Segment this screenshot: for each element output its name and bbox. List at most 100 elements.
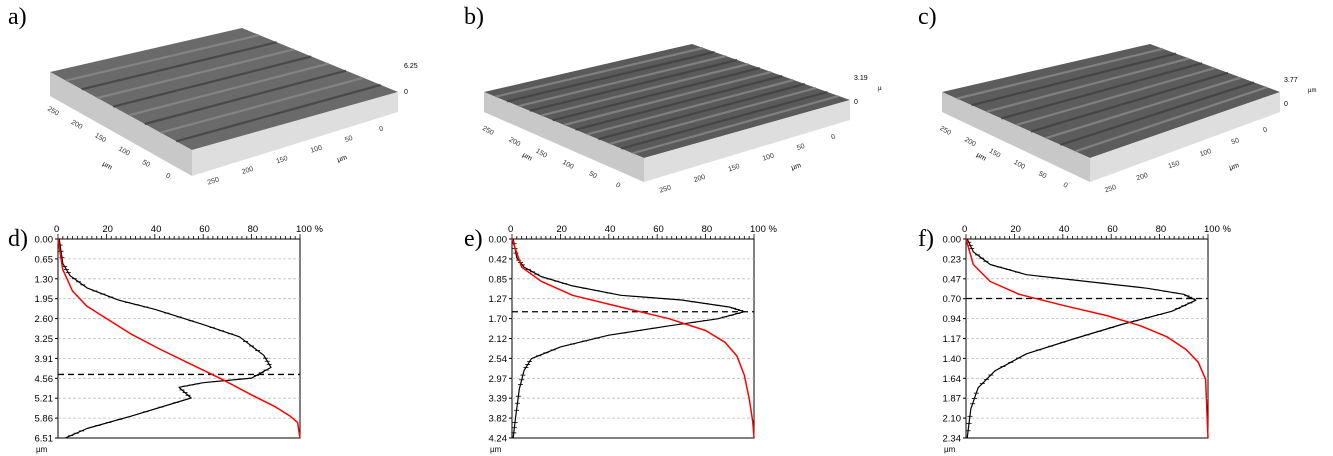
surface-plot-c: 3.77 µm 0 250 200 150 100 50 0 250 200 150 100 50…	[938, 44, 1316, 194]
surface-left-wall	[484, 92, 644, 182]
y-tick-label: 250	[659, 184, 672, 194]
y-axis-unit: µm	[1228, 162, 1240, 172]
surface-ridge	[112, 55, 312, 108]
y-tick-label: 200	[1136, 172, 1149, 182]
y-tick-label: 100	[762, 152, 775, 162]
x-axis-ticks: 250 200 150 100 50 0	[46, 106, 171, 181]
x-axis-unit: µm	[521, 152, 533, 163]
surface-ridge	[81, 41, 277, 91]
panel-label-a: a)	[8, 4, 27, 30]
y-tick-label: 0.94	[943, 314, 962, 325]
surface-ridge	[518, 54, 727, 108]
y-axis-unit: µm	[36, 445, 48, 454]
x-tick-label: 250	[46, 106, 60, 118]
y-tick-label: 0	[1262, 126, 1268, 134]
y-tick-label: 1.70	[489, 314, 508, 325]
y-tick-label: 0.23	[943, 254, 962, 265]
y-tick-label: 250	[207, 176, 220, 186]
y-tick-label: 2.12	[489, 334, 508, 345]
x-axis-ticks: 250 200 150 100 50 0	[481, 125, 621, 190]
surface-ridge	[128, 62, 329, 117]
y-tick-label: 50	[796, 143, 806, 152]
y-tick-label: 0	[378, 125, 384, 133]
y-tick-label: 1.30	[35, 274, 54, 285]
surface-right-wall	[1090, 92, 1280, 182]
x-tick-label: 40	[1059, 224, 1070, 235]
x-axis-unit: µm	[975, 152, 987, 163]
surface-ridge	[160, 76, 364, 134]
surface-texture	[65, 34, 381, 143]
surface-right-wall	[192, 92, 398, 176]
y-tick-label: 3.25	[35, 334, 54, 345]
surface-ridge	[175, 83, 381, 143]
x-tick-label: 150	[534, 148, 548, 160]
surface-ridge	[956, 47, 1164, 100]
y-axis-ticks: 250 200 150 100 50 0	[207, 125, 385, 186]
x-tick-label: 100	[117, 146, 131, 158]
surface-texture	[956, 47, 1268, 153]
surface-top	[50, 28, 398, 150]
height-distribution-curve	[58, 238, 272, 439]
x-tick-label: 60	[1107, 224, 1118, 235]
surface-ridge	[506, 50, 715, 103]
x-tick-label: 200	[963, 136, 977, 148]
surface-ridge	[552, 66, 760, 122]
y-tick-label: 0.70	[943, 294, 962, 305]
y-tick-label: 0.00	[943, 235, 962, 246]
panel-label-d: d)	[8, 226, 28, 252]
surface-ridge	[986, 57, 1190, 113]
surface-ridge	[495, 46, 704, 98]
surface-ridge	[609, 86, 817, 145]
x-tick-label: 100 %	[296, 224, 323, 235]
bearing-ratio-curve	[511, 238, 755, 439]
surface-ridge	[1015, 66, 1216, 127]
surface-ridge	[540, 62, 749, 117]
y-axis-unit: µm	[790, 162, 802, 172]
panel-label-c: c)	[918, 4, 937, 30]
y-tick-label: 5.86	[35, 414, 54, 425]
y-tick-label: 150	[1167, 160, 1180, 170]
y-tick-label: 5.21	[35, 394, 54, 405]
surface-ridge	[1000, 62, 1203, 120]
panel-label-f: f)	[918, 226, 934, 252]
bearing-curve-chart-f: 0.00 0.23 0.47 0.70 0.94 1.17 1.40 1.64 1.87 2.10…	[943, 224, 1232, 454]
surface-ridge	[563, 70, 772, 127]
x-tick-label: 0	[614, 182, 621, 190]
y-tick-label: 2.60	[35, 314, 54, 325]
y-tick-label: 200	[241, 166, 254, 176]
y-tick-label: 1.40	[943, 354, 962, 365]
y-tick-label: 2.10	[943, 414, 962, 425]
surface-left-wall	[942, 92, 1090, 182]
surface-left-wall	[50, 72, 192, 176]
panel-label-e: e)	[464, 226, 483, 252]
x-tick-label: 50	[1037, 170, 1047, 180]
y-tick-label: 0.47	[943, 274, 962, 285]
surface-ridge	[1030, 71, 1229, 133]
y-tick-label: 3.91	[35, 354, 54, 365]
surface-ridge	[632, 94, 840, 155]
x-tick-label: 0	[508, 224, 513, 235]
y-tick-label: 0.00	[489, 235, 508, 246]
y-tick-label: 50	[1231, 137, 1241, 146]
x-tick-label: 250	[481, 125, 495, 137]
y-tick-label: 100	[1199, 148, 1212, 158]
x-tick-label: 150	[988, 148, 1002, 160]
z-max-label: 3.19	[854, 75, 868, 82]
y-tick-label: 1.64	[943, 374, 962, 385]
surface-ridge	[1060, 81, 1255, 146]
bearing-curve-chart-e: 0.00 0.42 0.85 1.27 1.70 2.12 2.54 2.97 3.39 3.82…	[489, 224, 778, 454]
y-tick-label: 250	[1104, 184, 1117, 194]
y-tick-label: 3.82	[489, 414, 508, 425]
surface-ridge	[575, 74, 783, 131]
y-tick-label: 2.34	[943, 434, 962, 445]
z-unit-label: µm	[878, 86, 882, 92]
y-tick-label: 0	[830, 133, 836, 141]
y-axis-unit: µm	[490, 445, 502, 454]
x-axis-unit: µm	[101, 161, 113, 172]
x-tick-label: 100 %	[1204, 224, 1231, 235]
x-tick-label: 0	[54, 224, 59, 235]
bearing-curve-chart-d: 0.00 0.65 1.30 1.95 2.60 3.25 3.91 4.56 5.21 5.86…	[35, 224, 324, 454]
x-tick-label: 250	[938, 125, 952, 137]
y-tick-label: 1.95	[35, 294, 54, 305]
y-tick-label: 4.56	[35, 374, 54, 385]
